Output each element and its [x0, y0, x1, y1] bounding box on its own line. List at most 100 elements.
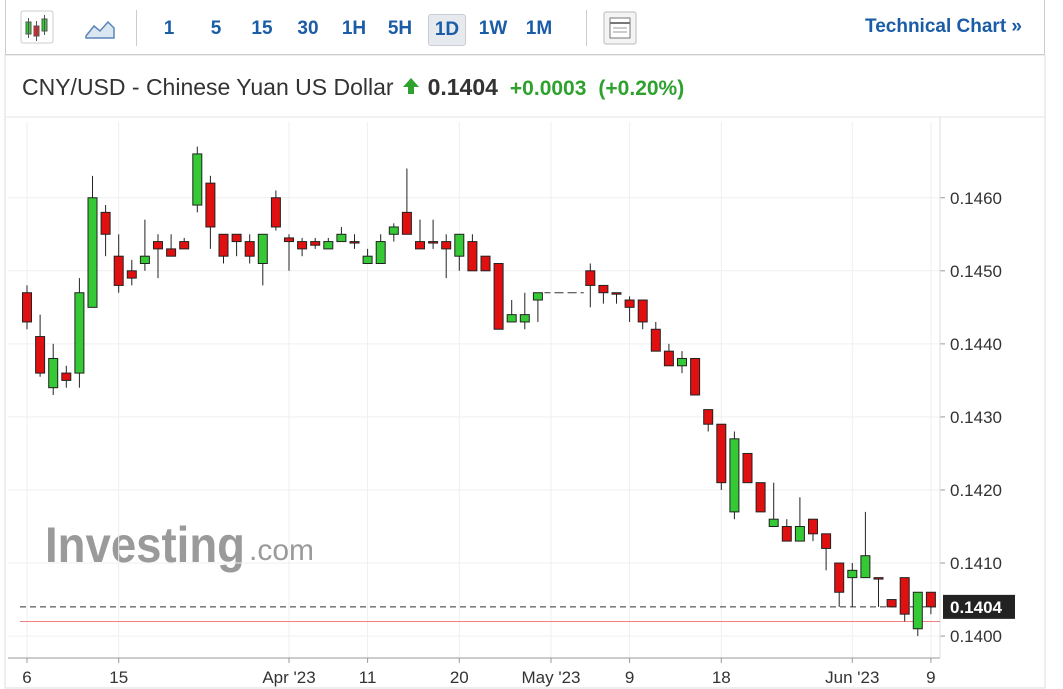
- x-tick-label: Jun '23: [825, 668, 879, 687]
- candle-body: [480, 255, 491, 272]
- x-tick-label: 20: [450, 668, 469, 687]
- candle-body: [506, 314, 517, 323]
- quote-header: CNY/USD - Chinese Yuan US Dollar 0.1404 …: [22, 74, 684, 101]
- candle-body: [139, 255, 150, 265]
- candle-body: [310, 241, 321, 246]
- x-tick-label: 18: [712, 668, 731, 687]
- candle-body: [323, 241, 334, 250]
- candle-body: [781, 526, 792, 542]
- technical-chart-link[interactable]: Technical Chart »: [865, 16, 1022, 37]
- toolbar: Technical Chart » 1 5 15 30 1H 5H 1D 1W 1M: [5, 0, 1045, 55]
- y-tick-label: 0.1400: [950, 627, 1002, 646]
- candle-body: [637, 299, 648, 323]
- candle-body: [532, 292, 543, 301]
- chart-frame: [4, 54, 1046, 689]
- candle-body: [179, 241, 190, 250]
- interval-button[interactable]: 5H: [387, 18, 413, 39]
- candle-body: [821, 533, 832, 549]
- settings-icon[interactable]: [602, 10, 638, 46]
- y-tick-label: 0.1450: [950, 262, 1002, 281]
- candle-body: [624, 299, 635, 308]
- candle-body: [519, 314, 530, 323]
- candle-body: [598, 284, 609, 294]
- candle-body: [663, 350, 674, 367]
- candle-body: [860, 555, 871, 579]
- x-tick-label: 15: [109, 668, 128, 687]
- candle-body: [375, 241, 386, 264]
- instrument-title: CNY/USD - Chinese Yuan US Dollar: [22, 74, 394, 100]
- candle-body: [428, 241, 439, 244]
- separator: [136, 10, 137, 46]
- x-tick-label: 9: [625, 668, 634, 687]
- candle-body: [415, 241, 425, 250]
- x-tick-label: 9: [926, 668, 935, 687]
- candle-body: [388, 226, 399, 235]
- candle-body: [100, 211, 111, 235]
- candle-body: [48, 357, 59, 389]
- watermark-suffix: .com: [249, 534, 314, 567]
- interval-button[interactable]: 1: [163, 18, 175, 39]
- candle-body: [467, 241, 478, 272]
- candle-body: [166, 248, 177, 257]
- interval-button[interactable]: 30: [297, 18, 319, 39]
- candle-body: [808, 518, 818, 535]
- candle-body: [847, 569, 858, 579]
- candle-body: [611, 292, 622, 295]
- candle-body: [61, 372, 72, 381]
- interval-button[interactable]: 1W: [478, 18, 508, 39]
- up-arrow: [402, 78, 419, 94]
- candle-body: [454, 233, 465, 257]
- candle-icon[interactable]: [20, 8, 60, 48]
- candle-body: [768, 518, 779, 528]
- candle-body: [925, 591, 936, 608]
- candle-body: [873, 577, 884, 580]
- candle-body: [886, 599, 897, 608]
- plot: 0.1400 0.1410 0.1420 0.1430 0.1440 0.1450 0.14…: [8, 117, 1015, 687]
- y-tick-label: 0.1460: [950, 189, 1002, 208]
- interval-button[interactable]: 5: [210, 18, 222, 39]
- y-tick-label: 0.1440: [950, 335, 1002, 354]
- x-tick-label: 6: [22, 668, 31, 687]
- x-tick-label: May '23: [522, 668, 581, 687]
- candle-body: [441, 241, 452, 250]
- candle-body: [703, 409, 714, 425]
- candle-body: [690, 357, 701, 396]
- candle-body: [794, 526, 805, 542]
- interval-button[interactable]: 1H: [341, 18, 367, 39]
- candle-body: [153, 241, 163, 250]
- candle-body: [362, 255, 373, 265]
- candle-body: [585, 270, 596, 286]
- candle-body: [35, 336, 46, 374]
- candle-body: [87, 197, 98, 308]
- change: +0.0003: [509, 77, 587, 100]
- candle-body: [113, 255, 124, 286]
- candle-body: [899, 577, 910, 615]
- interval-button[interactable]: 1M: [525, 18, 553, 39]
- change-percent: (+0.20%): [598, 77, 685, 100]
- candle-body: [729, 438, 740, 513]
- candle-body: [22, 292, 32, 323]
- candle-body: [284, 237, 294, 243]
- candle-body: [192, 153, 203, 206]
- separator: [586, 10, 587, 46]
- candle-body: [493, 263, 504, 330]
- candle-body: [74, 292, 85, 374]
- candle-body: [834, 562, 845, 593]
- interval-button[interactable]: 1D: [428, 14, 466, 46]
- last-price-box: [943, 594, 1015, 619]
- candle-body: [244, 241, 255, 257]
- y-tick-label: 0.1430: [950, 408, 1002, 427]
- candle-body: [126, 270, 137, 279]
- candle-body: [218, 233, 229, 257]
- candle-body: [231, 233, 242, 243]
- interval-button[interactable]: 15: [251, 18, 273, 39]
- candle-body: [257, 233, 268, 264]
- line-icon[interactable]: [84, 14, 118, 44]
- x-tick-label: 11: [359, 668, 377, 687]
- candle-body: [297, 241, 308, 250]
- candle-body: [677, 357, 687, 367]
- candle-body: [650, 328, 661, 352]
- x-tick-label: Apr '23: [262, 668, 315, 687]
